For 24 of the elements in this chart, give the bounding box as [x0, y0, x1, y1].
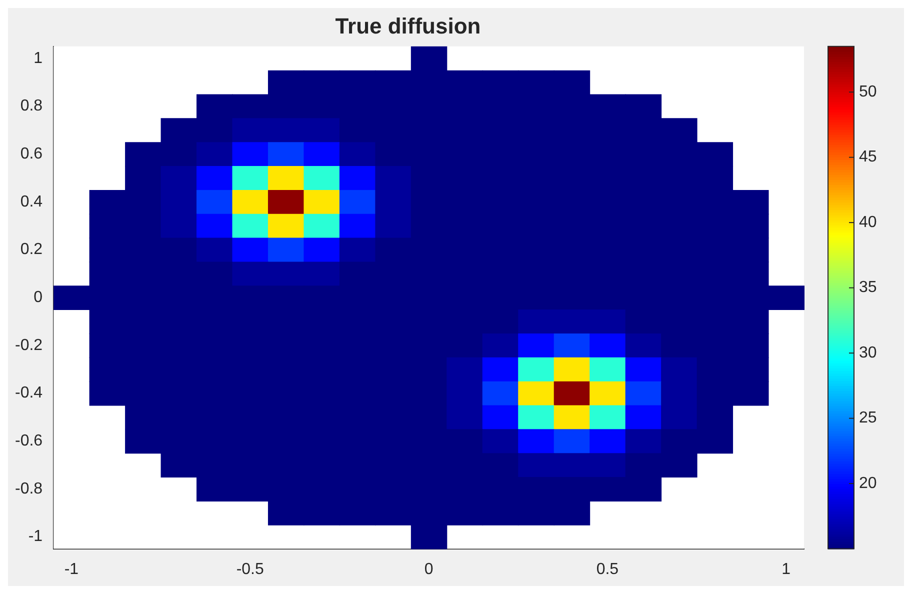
color-bar-label: 50 — [859, 83, 877, 100]
y-tick-label: 0.4 — [20, 193, 43, 210]
y-tick-label: 0.2 — [20, 241, 43, 258]
x-tick-label: 1 — [782, 560, 791, 578]
color-bar-label: 35 — [859, 279, 877, 296]
y-tick-label: -0.4 — [14, 384, 43, 402]
y-tick-label: -0.8 — [14, 480, 43, 498]
chart-title: True diffusion — [335, 13, 481, 38]
y-tick-label: 1 — [34, 50, 43, 67]
x-tick-label: 0 — [424, 560, 434, 578]
y-tick-label: -1 — [28, 528, 43, 546]
color-bar-label: 20 — [859, 474, 877, 492]
color-bar-label: 45 — [859, 148, 877, 166]
color-bar-label: 40 — [859, 214, 877, 231]
x-tick-label: -1 — [64, 560, 79, 578]
x-tick-label: 0.5 — [596, 560, 619, 578]
x-tick-label: -0.5 — [236, 560, 264, 578]
y-tick-label: -0.6 — [14, 432, 43, 450]
y-tick-label: 0 — [34, 289, 43, 306]
y-tick-label: 0.8 — [20, 98, 43, 115]
color-bar-label: 30 — [859, 344, 877, 362]
y-tick-label: -0.2 — [14, 336, 43, 354]
color-bar-label: 25 — [859, 410, 877, 427]
y-tick-label: 0.6 — [20, 145, 43, 162]
